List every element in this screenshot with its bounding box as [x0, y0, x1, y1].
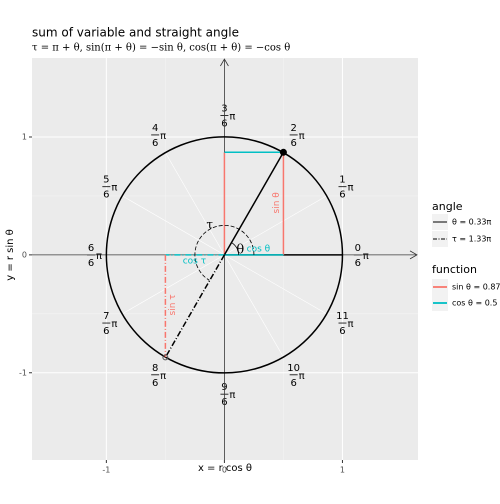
legend-title: angle: [432, 200, 463, 213]
angle-numerator: 0: [355, 243, 361, 254]
chart-subtitle: τ = π + θ, sin(π + θ) = −sin θ, cos(π + …: [32, 43, 290, 54]
annotation: cos τ: [183, 256, 206, 266]
legend-key: [432, 231, 448, 247]
pi-symbol: π: [347, 183, 353, 194]
spoke: [224, 254, 284, 358]
spoke: [122, 195, 225, 256]
pi-symbol: π: [229, 390, 235, 401]
spoke: [224, 195, 327, 256]
chart-title: sum of variable and straight angle: [32, 26, 239, 40]
angle-denominator: 6: [290, 138, 296, 149]
y-tick-label: 0: [22, 250, 27, 259]
pi-symbol: π: [160, 131, 166, 142]
tau-label: τ: [206, 217, 213, 231]
y-tick-label: -1: [19, 368, 27, 377]
theta-arc: [231, 242, 239, 255]
annotation: cos θ: [247, 244, 271, 254]
angle-denominator: 6: [152, 378, 158, 389]
x-tick-label: -1: [102, 466, 110, 475]
pi-symbol: π: [299, 131, 305, 142]
legend-label: sin θ = 0.87: [452, 283, 500, 292]
angle-numerator: 10: [287, 363, 300, 374]
angle-numerator: 11: [336, 311, 349, 322]
y-tick-label: 1: [22, 132, 27, 141]
pi-symbol: π: [96, 251, 102, 262]
angle-numerator: 8: [152, 363, 158, 374]
angle-numerator: 2: [290, 123, 296, 134]
theta-label: θ: [236, 242, 244, 257]
arrow-head: [409, 250, 418, 260]
tau-arc: [194, 225, 255, 281]
legend-label: τ = 1.33π: [452, 235, 491, 244]
tau-ray: [164, 254, 226, 358]
panel: [32, 58, 418, 460]
legend-title: function: [432, 263, 477, 276]
pi-symbol: π: [229, 112, 235, 123]
angle-denominator: 6: [290, 378, 296, 389]
legend-label: θ = 0.33π: [452, 218, 491, 227]
theta-ray: [223, 151, 285, 256]
pi-symbol: π: [111, 319, 117, 330]
annotation: sin τ: [168, 294, 178, 315]
angle-denominator: 6: [339, 190, 345, 201]
x-tick-label: 0: [222, 466, 227, 475]
pi-symbol: π: [111, 183, 117, 194]
angle-denominator: 6: [88, 258, 94, 269]
pi-symbol: π: [299, 371, 305, 382]
theta-point: [279, 148, 287, 156]
angle-denominator: 6: [103, 190, 109, 201]
tau-point: [162, 354, 169, 361]
spoke: [224, 254, 327, 315]
x-axis-label: x = r cos θ: [198, 463, 252, 474]
angle-numerator: 1: [339, 175, 345, 186]
spoke: [122, 254, 225, 315]
pi-symbol: π: [160, 371, 166, 382]
annotation: sin θ: [272, 192, 282, 214]
angle-denominator: 6: [339, 326, 345, 337]
angle-denominator: 6: [355, 258, 361, 269]
angle-numerator: 7: [103, 311, 109, 322]
angle-denominator: 6: [103, 326, 109, 337]
legend-label: cos θ = 0.5: [452, 299, 497, 308]
y-axis-label: y = r sin θ: [5, 229, 16, 281]
pi-symbol: π: [347, 319, 353, 330]
pi-symbol: π: [363, 251, 369, 262]
x-tick-label: 1: [340, 466, 345, 475]
angle-numerator: 6: [88, 243, 94, 254]
angle-numerator: 5: [103, 175, 109, 186]
spoke: [165, 152, 225, 256]
angle-denominator: 6: [152, 138, 158, 149]
arrow-head: [220, 58, 229, 67]
angle-numerator: 4: [152, 123, 158, 134]
